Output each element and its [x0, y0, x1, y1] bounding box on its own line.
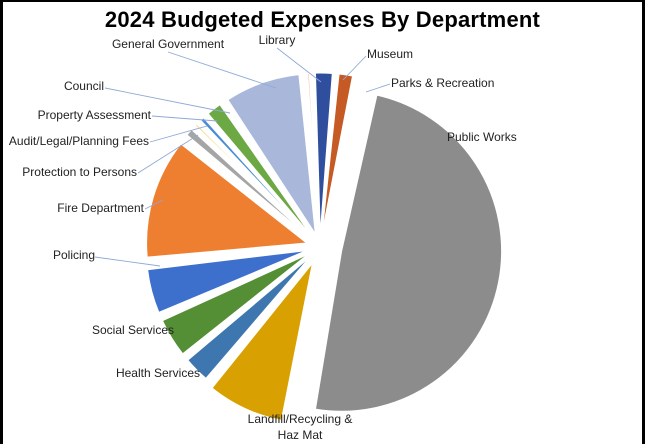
leader-line-library [276, 47, 322, 83]
label-public-works: Public Works [447, 130, 517, 144]
slice-fire-department [146, 143, 308, 258]
label-general-government: General Government [112, 37, 225, 51]
slice-health-services [187, 256, 311, 380]
label-property-assessment: Property Assessment [38, 108, 152, 122]
leader-line-council [104, 87, 231, 114]
leader-line-property-assessment [151, 115, 218, 122]
label-council: Council [64, 79, 104, 93]
slice-museum [314, 72, 333, 234]
slice-council [207, 104, 312, 237]
label-fire-department: Fire Department [57, 201, 144, 215]
label-protection-to-persons: Protection to Persons [22, 165, 137, 179]
leader-line-policing [94, 256, 161, 267]
slice-landfill-recycling-haz-mat [211, 262, 313, 421]
slice-policing [147, 250, 307, 314]
slice-audit-legal-planning-fees [194, 123, 311, 238]
leader-line-audit-legal-planning-fees [149, 125, 208, 143]
leader-line-general-government [167, 51, 277, 89]
chart-title: 2024 Budgeted Expenses By Department [104, 7, 541, 32]
label-parks-recreation: Parks & Recreation [391, 76, 494, 90]
label-social-services: Social Services [92, 323, 174, 337]
slice-parks-recreation [321, 73, 354, 234]
label-audit-legal-planning-fees: Audit/Legal/Planning Fees [9, 134, 149, 148]
slice-public-works [314, 94, 503, 412]
leader-line-parks-recreation [365, 83, 391, 93]
slice-property-assessment [200, 117, 311, 238]
leader-line-fire-department [144, 199, 164, 210]
label-library: Library [259, 33, 296, 47]
slice-social-services [161, 253, 309, 355]
label-museum: Museum [367, 47, 413, 61]
label-policing: Policing [53, 248, 95, 262]
leader-line-protection-to-persons [137, 134, 199, 174]
label-health-services: Health Services [116, 366, 200, 380]
leader-line-museum [342, 55, 367, 81]
slice-protection-to-persons [186, 128, 310, 239]
label-landfill-recycling-haz-mat: Landfill/Recycling & Haz Mat [248, 412, 353, 442]
